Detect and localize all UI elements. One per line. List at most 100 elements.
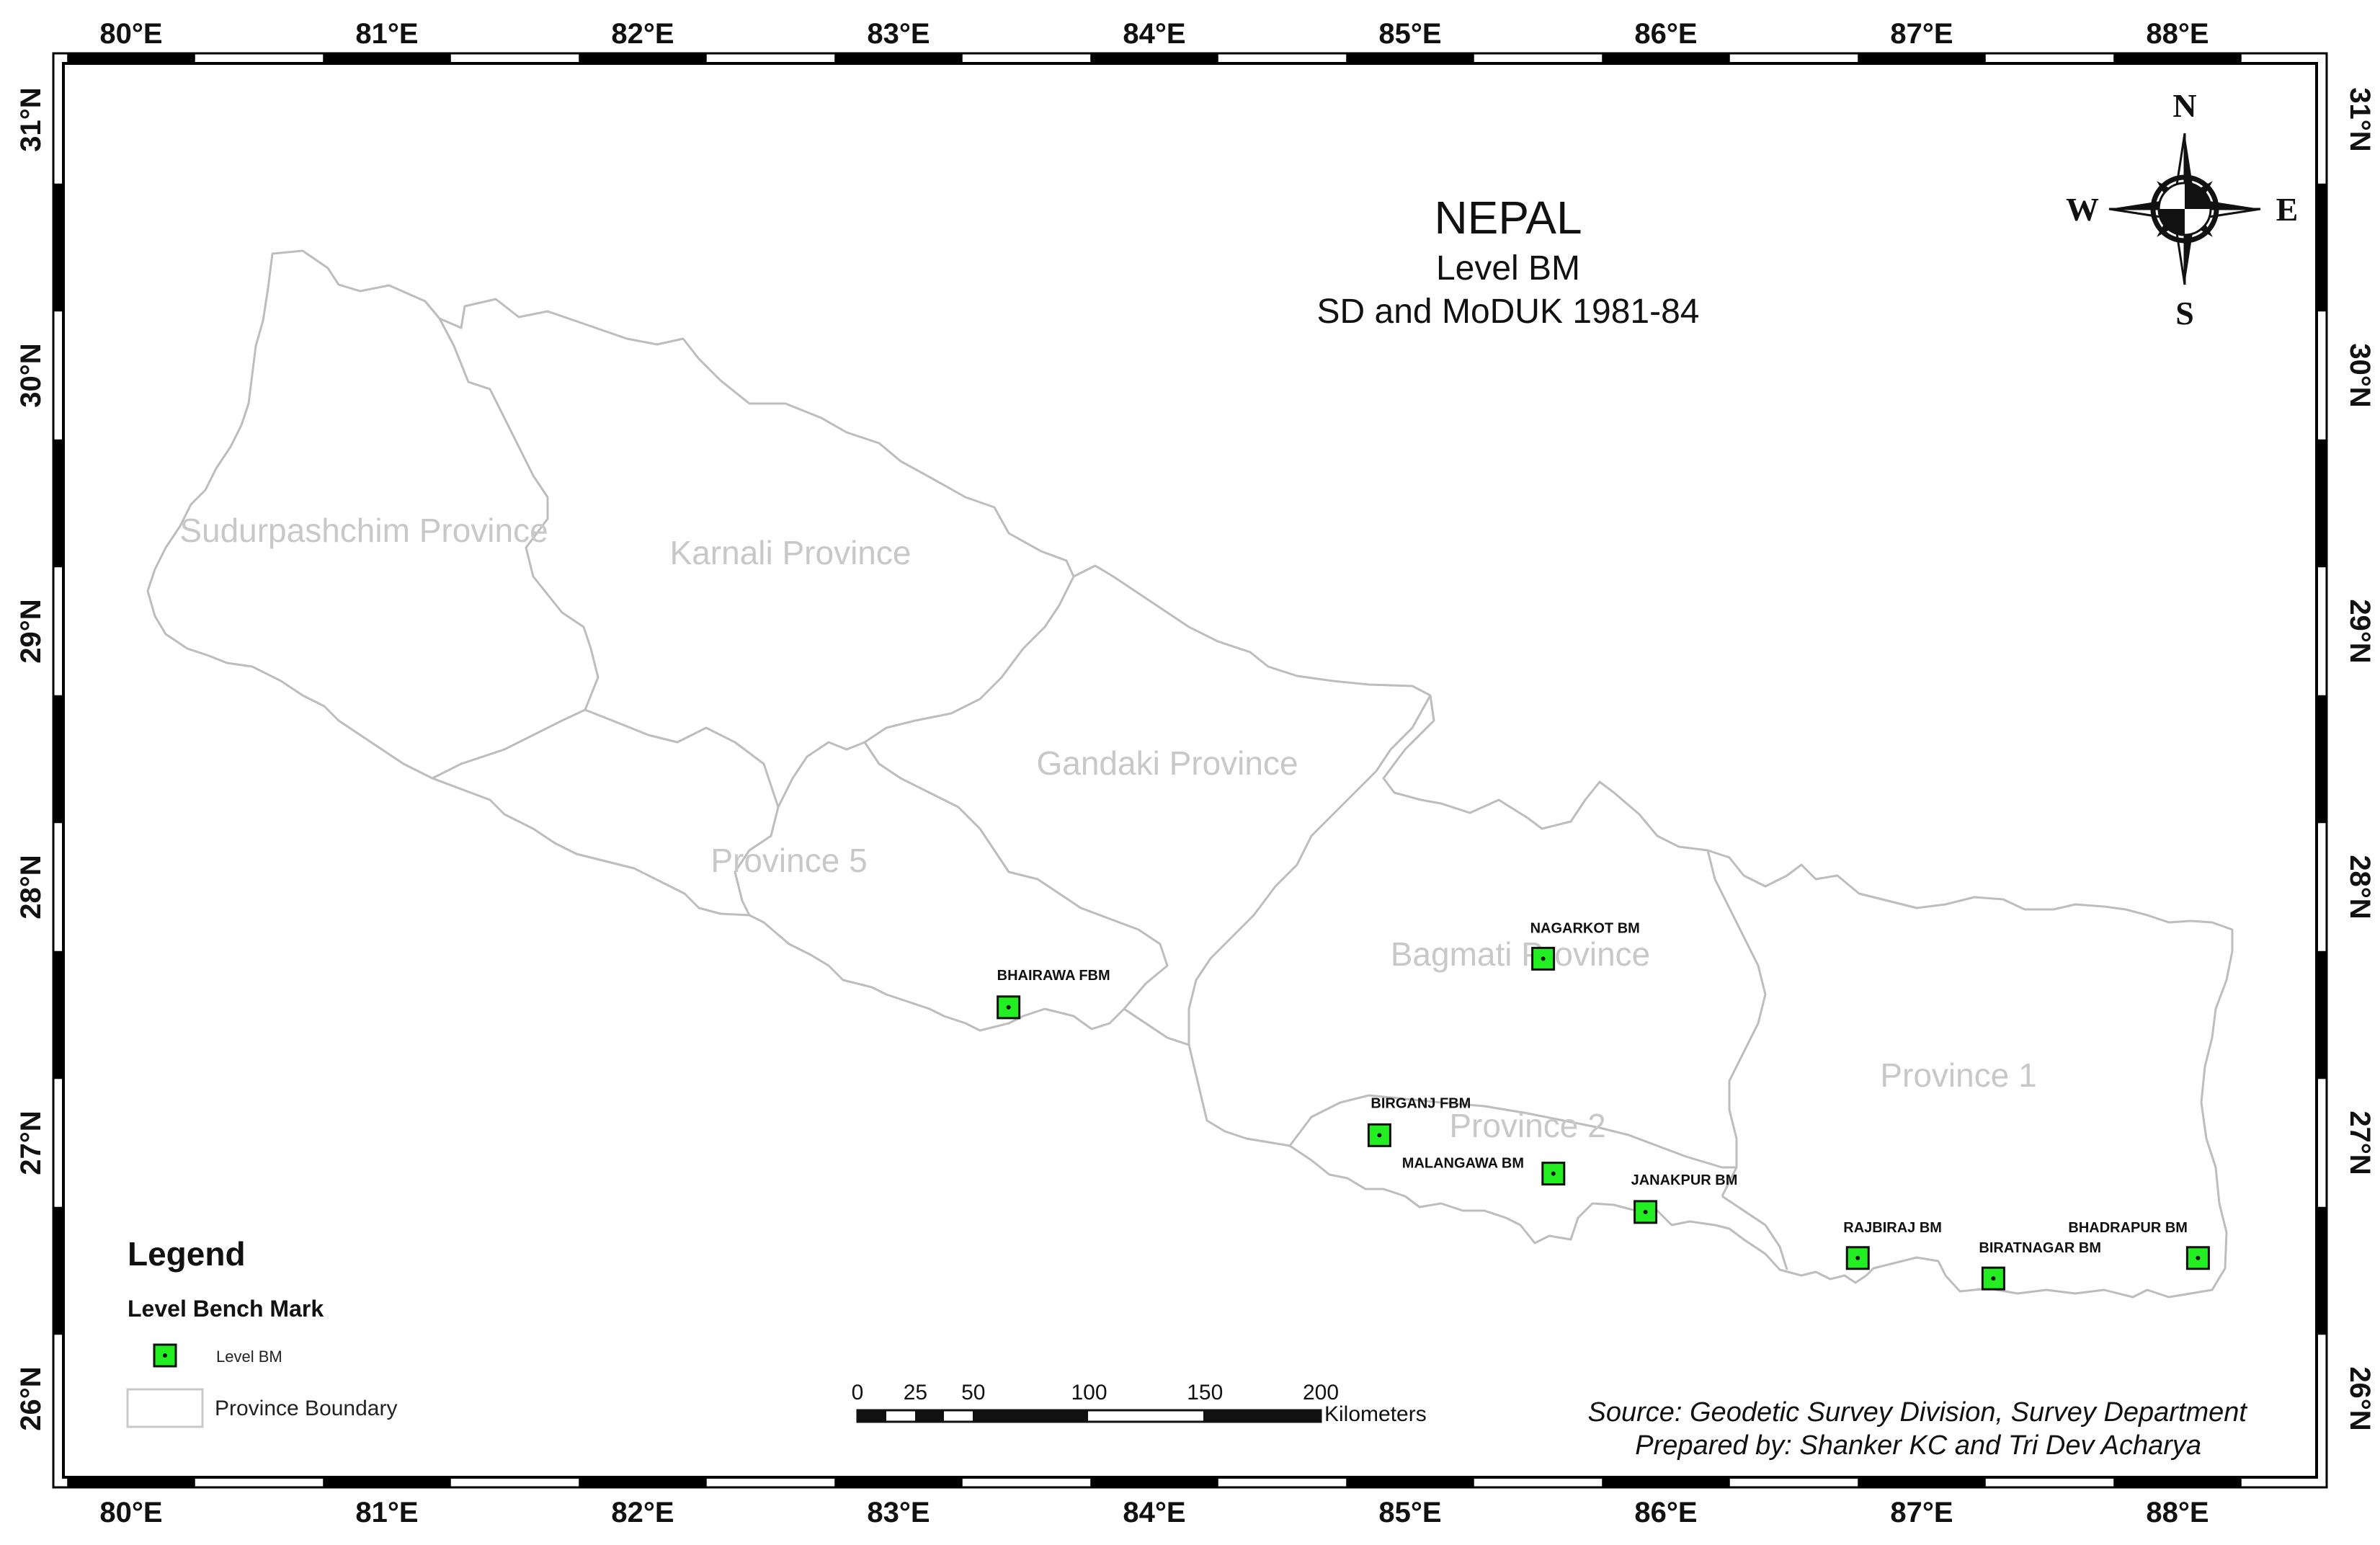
legend-bm-label: Level BM [216,1348,282,1366]
latitude-label-right: 27°N [2344,1110,2376,1175]
latitude-label-right: 29°N [2344,599,2376,663]
legend: Legend Level Bench Mark Level BM Provinc… [126,1235,397,1428]
frame-bar-left [53,439,63,568]
longitude-label-bottom: 86°E [1634,1497,1697,1528]
frame-bar-top [1090,53,1218,63]
latitude-labels-left: 31°N 30°N 29°N 28°N 27°N 26°N [15,87,47,1430]
title-date: SD and MoDUK 1981-84 [1317,293,1700,331]
frame-bar-bottom [834,1477,963,1487]
benchmark-dot-birganj [1377,1133,1382,1138]
benchmark-markers: BHAIRAWA FBM BIRGANJ FBM NAGARKOT BM MALANG… [997,920,2210,1291]
frame-bar-bottom [1090,1477,1218,1487]
longitude-label-top: 81°E [355,18,418,50]
frame-bar-right [2317,439,2327,568]
latitude-label-right: 31°N [2344,87,2376,151]
benchmark-marker-nagarkot [1531,946,1556,971]
benchmark-label-birganj: BIRGANJ FBM [1370,1095,1471,1111]
prepared-by-line: Prepared by: Shanker KC and Tri Dev Acha… [1635,1430,2201,1461]
frame-bar-bottom [579,1477,707,1487]
frame-bar-top [1602,53,1730,63]
neatline [62,62,2318,1479]
frame-bar-left [53,183,63,312]
benchmark-label-nagarkot: NAGARKOT BM [1530,920,1640,936]
scale-tick-label: 50 [961,1381,985,1404]
benchmark-label-biratnagar: BIRATNAGAR BM [1979,1240,2101,1256]
latitude-label-right: 26°N [2344,1366,2376,1430]
longitude-label-top: 86°E [1634,18,1697,50]
province-label-province1: Province 1 [1880,1056,2036,1094]
longitude-label-top: 84°E [1123,18,1185,50]
north-arrow-icon: N S E W [2066,87,2298,331]
map-frame [52,52,2328,1489]
scale-bar-ticks: 0 25 50 100 150 200 [852,1381,1339,1404]
benchmark-label-malangawa: MALANGAWA BM [1402,1156,1524,1172]
frame-bar-bottom [1602,1477,1730,1487]
latitude-label-left: 28°N [15,855,47,919]
benchmark-label-janakpur: JANAKPUR BM [1631,1172,1738,1188]
frame-graduation [52,52,2328,1489]
longitude-label-bottom: 87°E [1890,1497,1953,1528]
longitude-label-bottom: 88°E [2146,1497,2209,1528]
frame-bar-top [1858,53,1986,63]
legend-section-title: Level Bench Mark [128,1296,324,1322]
longitude-label-top: 80°E [99,18,162,50]
benchmark-dot-janakpur [1643,1209,1648,1214]
boundary-karnali-gandaki [734,576,1075,916]
frame-bar-right [2317,695,2327,824]
province-label-province2: Province 2 [1449,1107,1605,1144]
province-label-karnali: Karnali Province [670,534,912,571]
boundary-gandaki-bagmati [1187,695,1432,1045]
latitude-label-left: 31°N [15,87,47,151]
frame-bar-top [2113,53,2242,63]
boundary-bagmati-province1 [1706,850,1767,1197]
scale-tick-label: 100 [1071,1381,1107,1404]
benchmark-dot-nagarkot [1541,956,1546,961]
legend-boundary-symbol [126,1388,204,1428]
nepal-outline [146,249,2234,1299]
compass-n: N [2172,87,2196,124]
title-subtitle: Level BM [1436,249,1580,288]
source-line: Source: Geodetic Survey Division, Survey… [1587,1397,2247,1428]
scale-tick-label: 150 [1187,1381,1223,1404]
latitude-label-left: 30°N [15,343,47,407]
province-label-bagmati: Bagmati Province [1391,935,1651,973]
frame-bar-left [53,695,63,824]
frame-bar-right [2317,1206,2327,1335]
longitude-label-bottom: 82°E [611,1497,674,1528]
province-labels: Sudurpashchim Province Karnali Province … [179,512,2036,1144]
frame-bar-bottom [1346,1477,1474,1487]
frame-bar-right [2317,950,2327,1079]
longitude-label-bottom: 84°E [1123,1497,1185,1528]
frame-bar-top [67,53,195,63]
latitude-label-left: 26°N [15,1366,47,1430]
scale-bar: 0 25 50 100 150 200 Kilometers [852,1381,1427,1426]
frame-bar-bottom [323,1477,451,1487]
benchmark-dot-malangawa [1551,1171,1556,1176]
benchmark-marker-bhairawa [997,995,1021,1020]
boundary-bagmati-province2 [1288,1094,1737,1169]
frame-bar-bottom [67,1477,195,1487]
compass-w: W [2066,191,2099,228]
longitude-labels-bottom: 80°E 81°E 82°E 83°E 84°E 85°E 86°E 87°E 88°E [99,1497,2209,1528]
benchmark-label-rajbiraj: RAJBIRAJ BM [1843,1220,1942,1236]
longitude-label-top: 82°E [611,18,674,50]
benchmark-dot-bhadrapur [2196,1255,2201,1260]
frame-bar-top [834,53,963,63]
scale-tick-label: 200 [1303,1381,1339,1404]
longitude-labels-top: 80°E 81°E 82°E 83°E 84°E 85°E 86°E 87°E 88°E [99,18,2209,50]
scale-tick-label: 25 [904,1381,927,1404]
longitude-label-bottom: 85°E [1378,1497,1441,1528]
longitude-label-top: 83°E [867,18,930,50]
benchmark-label-bhadrapur: BHADRAPUR BM [2068,1220,2188,1236]
province-label-province5: Province 5 [710,842,867,879]
frame-bar-left [53,950,63,1079]
frame-bar-top [323,53,451,63]
boundary-province2-province1 [1721,1195,1788,1270]
latitude-label-left: 27°N [15,1110,47,1175]
longitude-label-bottom: 80°E [99,1497,162,1528]
benchmark-label-bhairawa: BHAIRAWA FBM [997,968,1110,984]
benchmark-dot-rajbiraj [1855,1255,1860,1260]
province-label-sudurpashchim: Sudurpashchim Province [179,512,548,549]
longitude-label-bottom: 81°E [355,1497,418,1528]
